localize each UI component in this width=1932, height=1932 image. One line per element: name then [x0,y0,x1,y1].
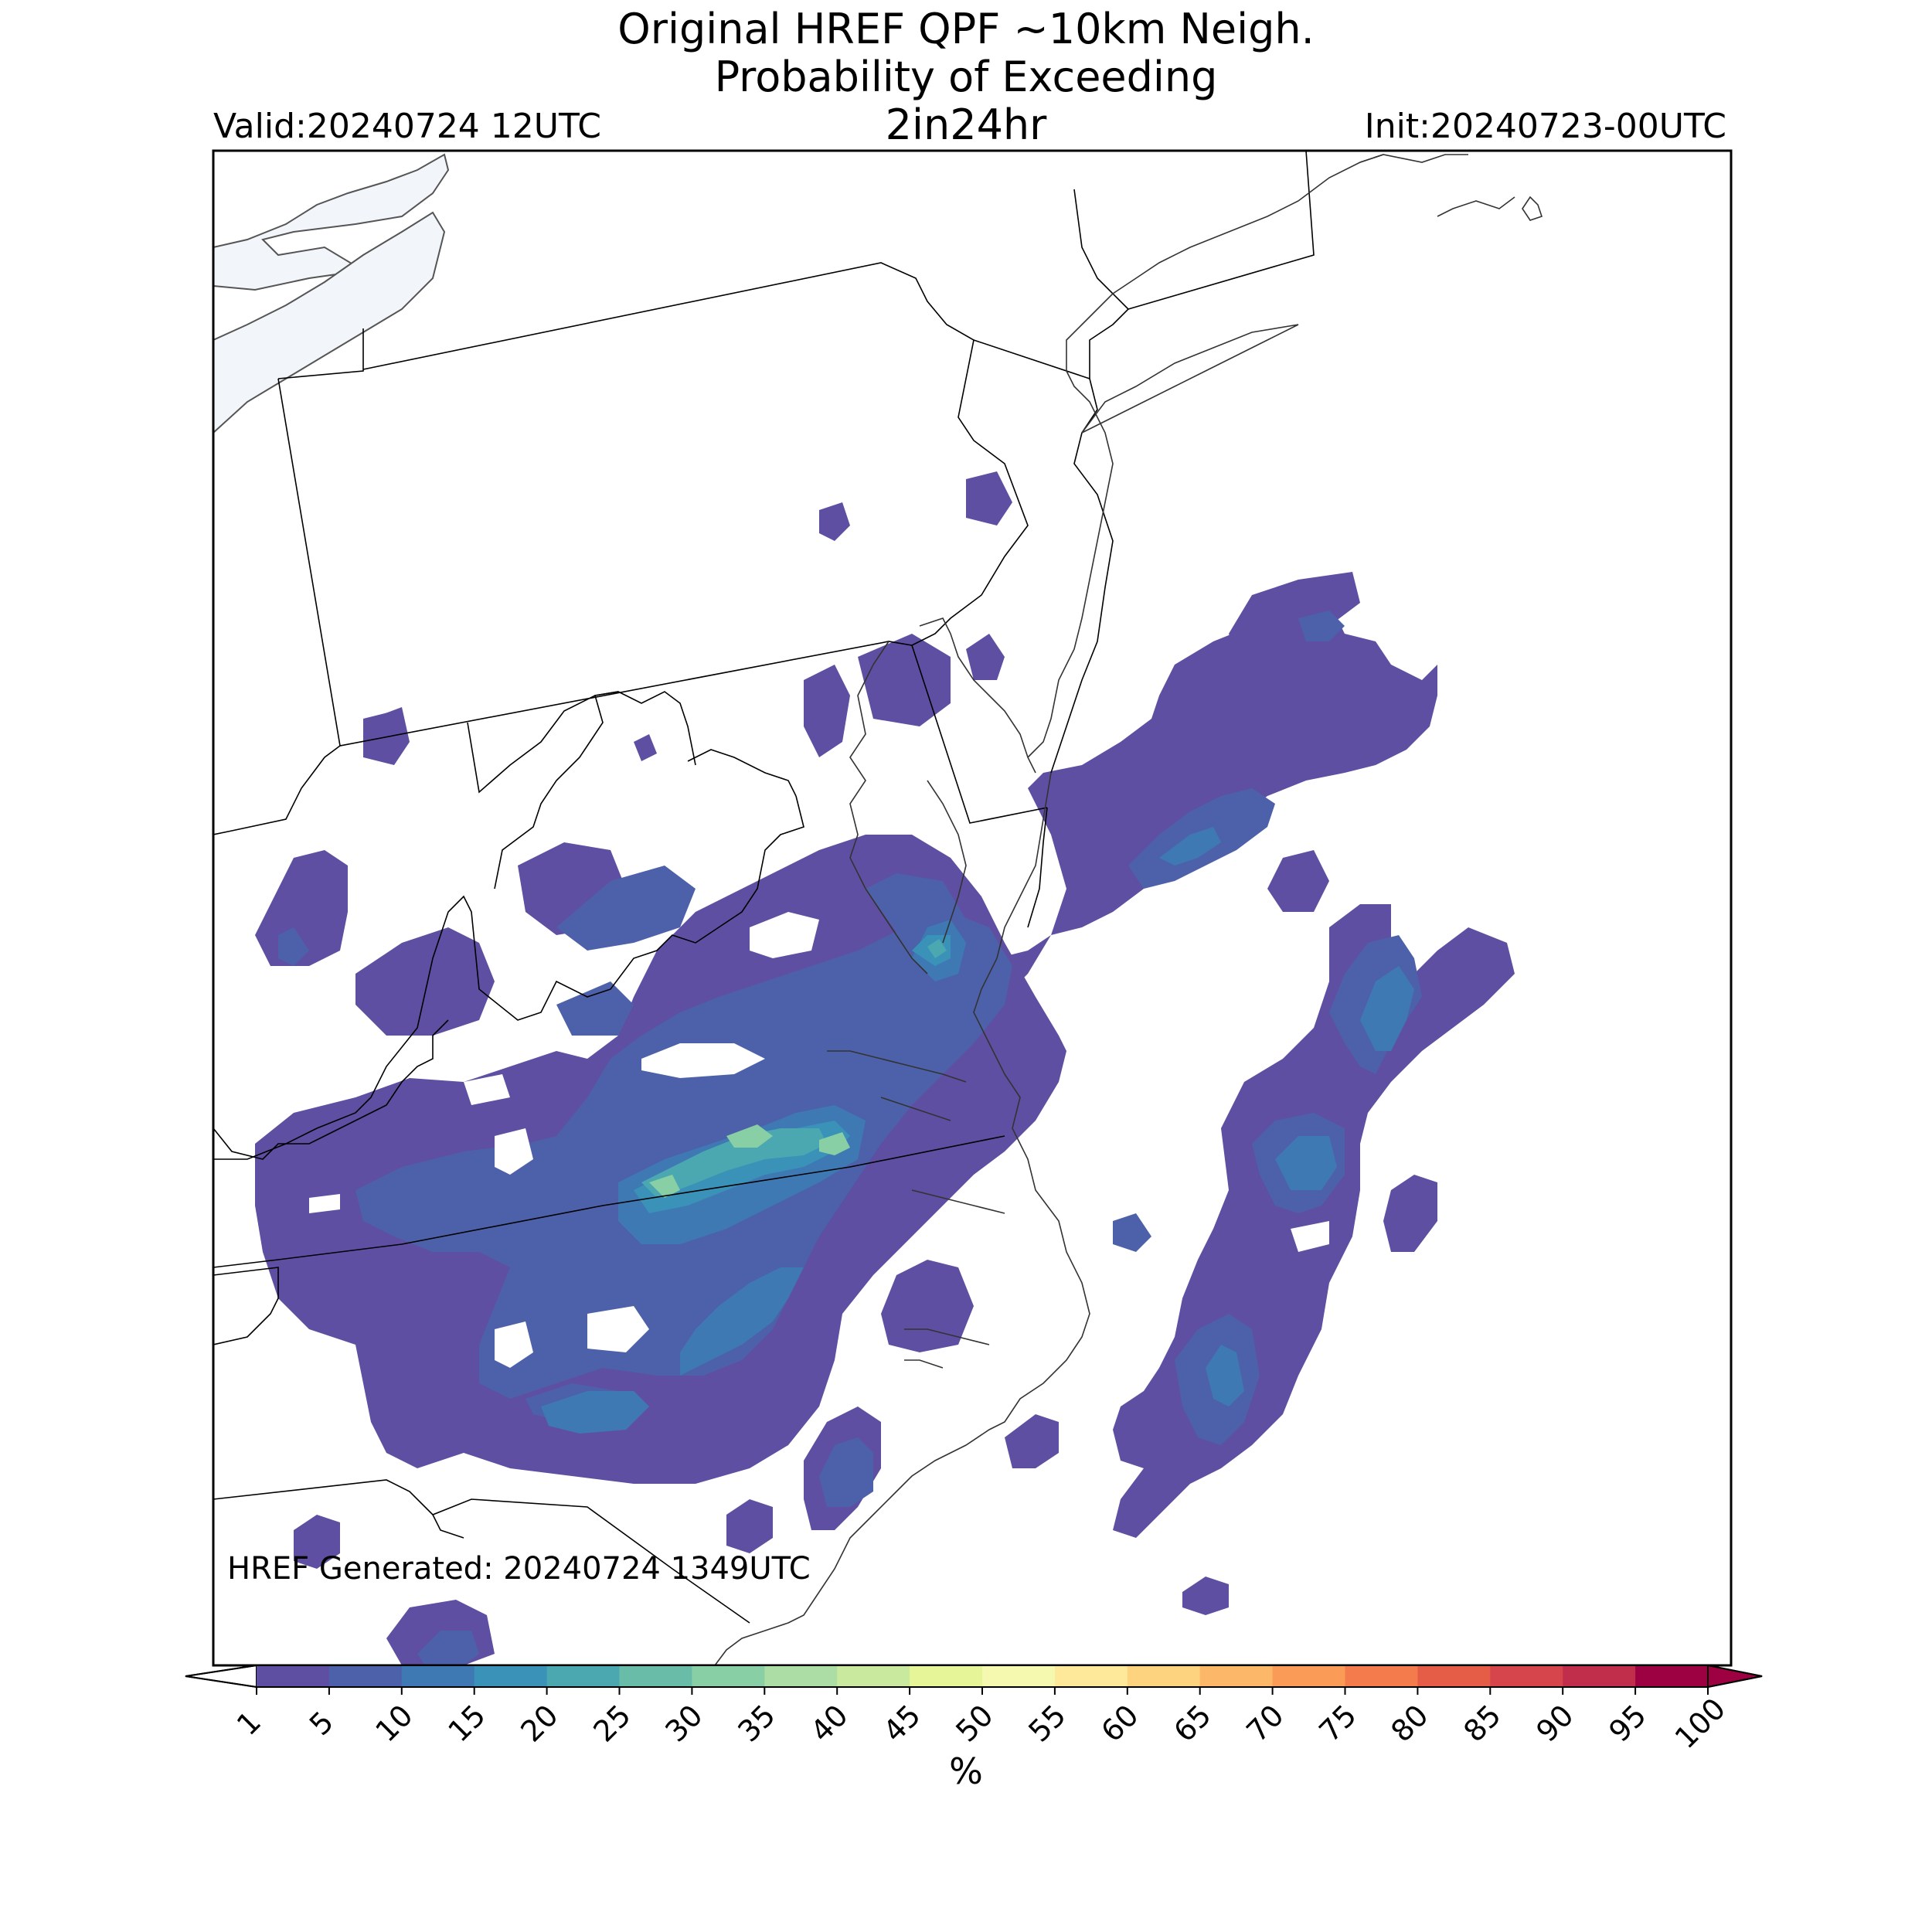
colorbar-swatch [910,1665,983,1687]
colorbar-swatch [619,1665,692,1687]
lake-ontario [213,153,450,291]
colorbar-swatch [1635,1665,1709,1687]
colorbar-swatch [982,1665,1056,1687]
shading-gaps [309,912,1329,1368]
chart-title-line1: Original HREF QPF ~10km Neigh. [617,5,1315,53]
colorbar-swatch [546,1665,620,1687]
chart-title-line2: Probability of Exceeding [714,53,1218,101]
colorbar-swatch [1199,1665,1274,1687]
colorbar-swatch [328,1665,403,1687]
init-time-label: Init:20240723-00UTC [1364,107,1726,146]
generated-label: HREF Generated: 20240724 1349UTC [227,1551,811,1587]
colorbar-swatch [1054,1665,1128,1687]
colorbar [185,1664,1763,1695]
colorbar-unit-label: % [949,1750,983,1792]
colorbar-swatch [401,1665,475,1687]
colorbar-swatch [1272,1665,1345,1687]
colorbar-swatch [1345,1665,1418,1687]
chart-title-line3: 2in24hr [885,100,1047,149]
colorbar-swatch [692,1665,765,1687]
colorbar-swatch [837,1665,910,1687]
probability-shading [255,471,1515,1665]
colorbar-swatch [1417,1665,1491,1687]
colorbar-swatch [1127,1665,1201,1687]
map-content [213,151,1543,1665]
colorbar-swatch [1490,1665,1563,1687]
valid-time-label: Valid:20240724 12UTC [213,107,602,146]
colorbar-extend-low [185,1664,257,1689]
colorbar-swatch [474,1665,548,1687]
colorbar-swatch [764,1665,838,1687]
colorbar-swatch [257,1665,330,1687]
colorbar-swatch [1563,1665,1636,1687]
lake-erie [213,211,446,434]
coastline [714,154,1543,1665]
colorbar-extend-high [1707,1664,1763,1689]
